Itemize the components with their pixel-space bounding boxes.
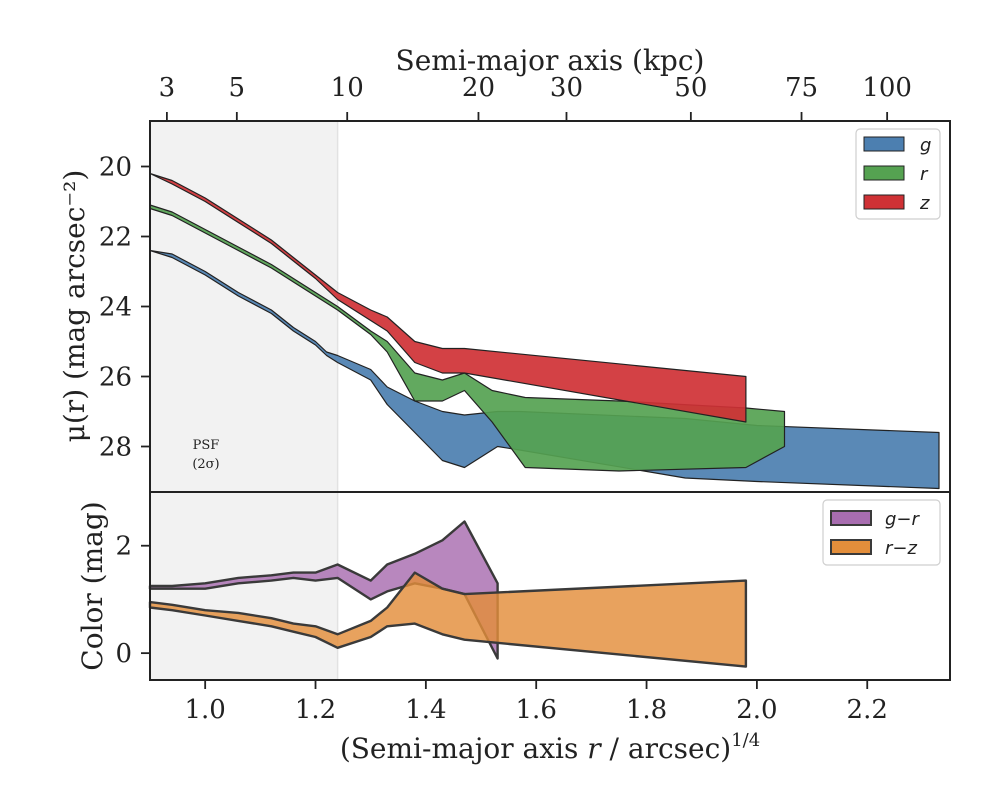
bottom-series-band-1 xyxy=(148,571,748,668)
y-axis-tick-label: 0 xyxy=(115,639,132,669)
top-axis-tick-label: 100 xyxy=(862,73,912,103)
bottom-series-band-0 xyxy=(148,520,499,660)
bottom-x-axis-title: (Semi-major axis r / arcsec)1/4 xyxy=(340,730,760,765)
psf-label: PSF xyxy=(193,438,220,453)
legend-label-r-z: r−z xyxy=(885,538,917,559)
x-axis-tick-label: 1.2 xyxy=(295,695,336,725)
bottom-x-ticks: 1.0 1.2 1.4 1.6 1.8 2.0 2.2 xyxy=(184,680,888,725)
top-axis-tick-label: 10 xyxy=(331,73,364,103)
top-axis-tick-label: 75 xyxy=(785,73,818,103)
bottom-panel-frame xyxy=(149,491,951,681)
legend-swatch-z xyxy=(863,194,905,210)
legend-swatch-g xyxy=(863,136,905,152)
bottom-y-axis-title: Color (mag) xyxy=(76,501,109,670)
top-y-axis-title: μ(r) (mag arcsec⁻²) xyxy=(58,170,91,443)
y-axis-tick-label: 20 xyxy=(99,153,132,183)
x-axis-tick-label: 1.0 xyxy=(184,695,225,725)
top-series-band-2 xyxy=(149,172,747,423)
legend-label-g-r: g−r xyxy=(885,509,921,530)
bottom-y-ticks: 02 xyxy=(115,532,150,669)
top-axis-tick-label: 30 xyxy=(550,73,583,103)
y-axis-tick-label: 28 xyxy=(99,433,132,463)
legend-label-z: z xyxy=(919,193,930,214)
top-legend: g r z xyxy=(855,128,941,220)
top-y-ticks: 20 22 24 26 28 xyxy=(99,153,150,463)
top-series-band-1 xyxy=(149,204,786,472)
top-axis-tick-label: 5 xyxy=(229,73,246,103)
top-x-axis-title: Semi-major axis (kpc) xyxy=(396,44,705,77)
top-axis-tick-label: 50 xyxy=(674,73,707,103)
y-axis-tick-label: 22 xyxy=(99,223,132,253)
psf-sigma-label: (2σ) xyxy=(192,457,219,472)
legend-label-g: g xyxy=(920,135,931,156)
surface-brightness-series-group xyxy=(149,172,940,490)
y-axis-tick-label: 26 xyxy=(99,363,132,393)
y-axis-tick-label: 2 xyxy=(115,532,132,562)
legend-label-r: r xyxy=(920,164,929,185)
top-axis-tick-label: 3 xyxy=(159,73,176,103)
x-axis-tick-label: 1.6 xyxy=(516,695,557,725)
bottom-legend: g−r r−z xyxy=(822,499,941,566)
legend-box xyxy=(822,499,941,566)
legend-swatch-r xyxy=(863,165,905,181)
x-axis-tick-label: 2.2 xyxy=(847,695,888,725)
y-axis-tick-label: 24 xyxy=(99,293,132,323)
legend-swatch-g-r xyxy=(830,510,872,526)
legend-swatch-r-z xyxy=(830,539,872,555)
top-axis-tick-label: 20 xyxy=(462,73,495,103)
color-series-group xyxy=(148,520,748,668)
x-axis-tick-label: 2.0 xyxy=(736,695,777,725)
top-axis-ticks: 3 5 10 20 30 50 75 100 xyxy=(159,73,912,121)
x-axis-tick-label: 1.4 xyxy=(405,695,446,725)
psf-shade-region xyxy=(150,121,338,492)
x-axis-tick-label: 1.8 xyxy=(626,695,667,725)
